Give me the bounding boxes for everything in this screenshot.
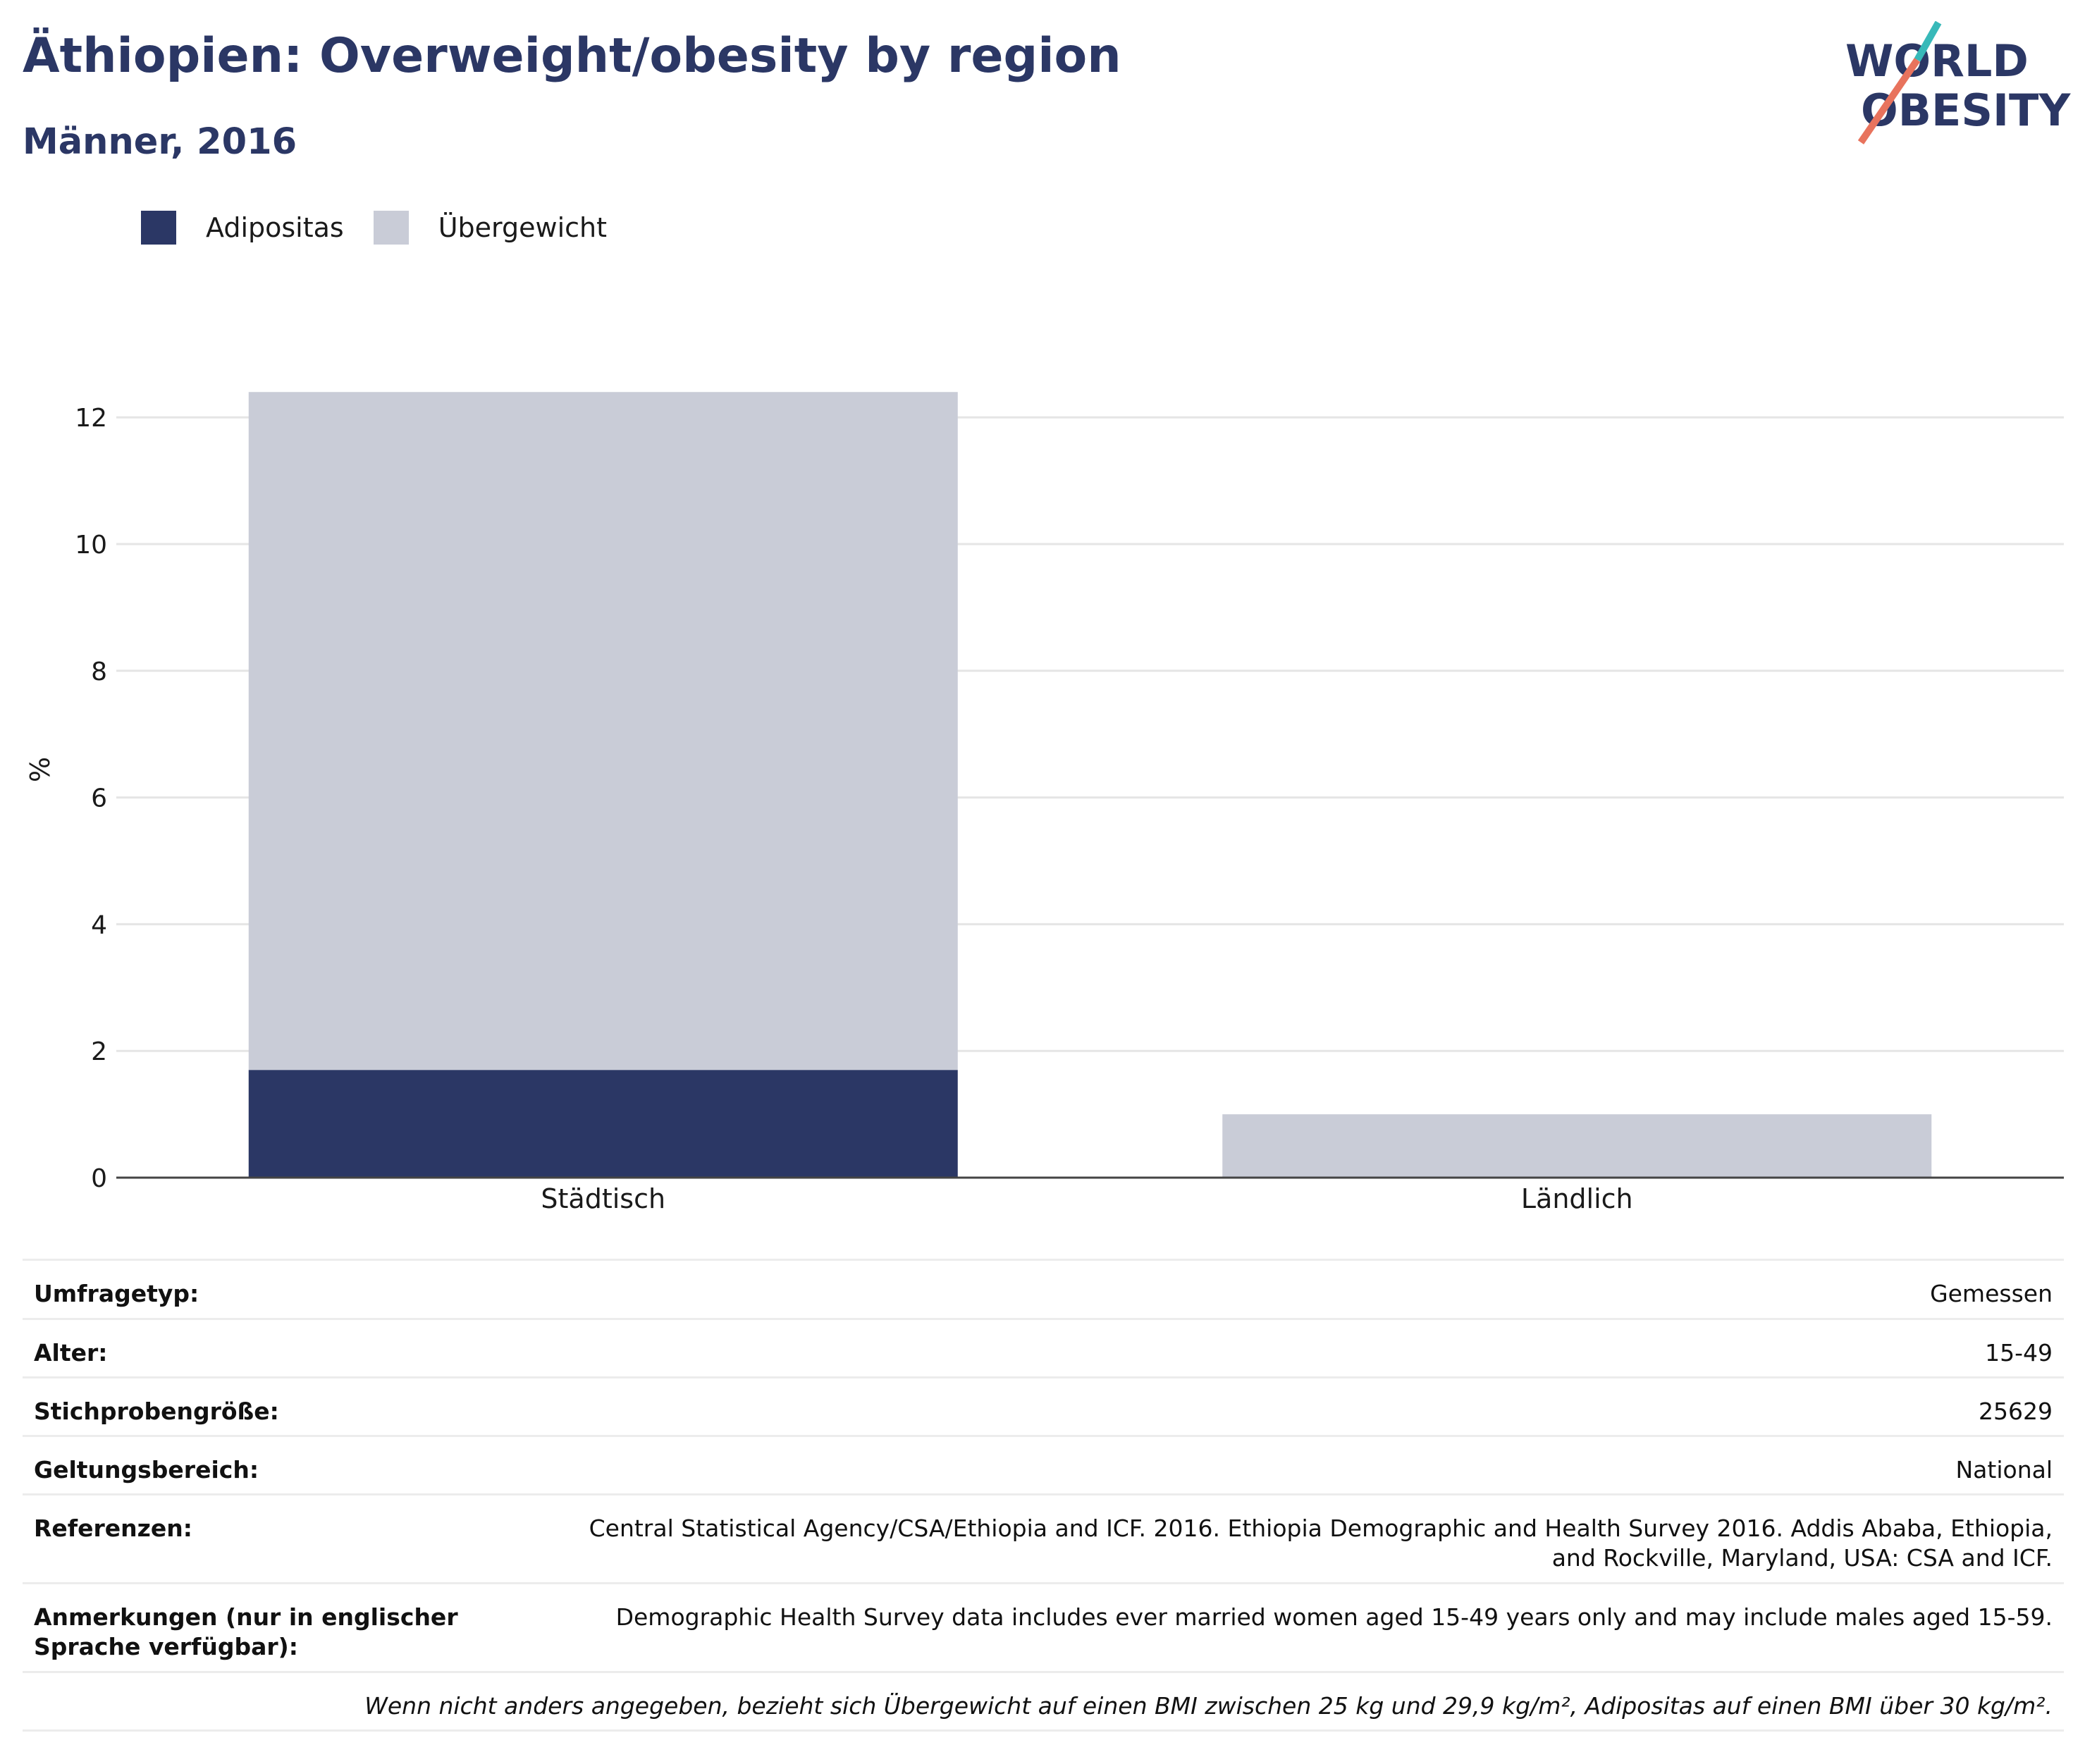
bar-chart: 0 2 4 6 8 10 12 % Städtisch Ländlich <box>25 392 2064 1214</box>
y-tick-label: 2 <box>91 1037 107 1066</box>
info-row-footnote: Wenn nicht anders angegeben, bezieht sic… <box>23 1673 2064 1732</box>
logo-slash-top <box>1914 21 1942 62</box>
info-row-references: Referenzen: Central Statistical Agency/C… <box>23 1495 2064 1584</box>
info-value: Demographic Health Survey data includes … <box>615 1603 2053 1631</box>
legend-label-obesity: Adipositas <box>206 212 344 243</box>
legend-label-overweight: Übergewicht <box>438 212 607 243</box>
x-tick-label: Ländlich <box>1521 1183 1633 1214</box>
chart-title: Äthiopien: Overweight/obesity by region <box>23 28 1121 84</box>
info-row-notes: Anmerkungen (nur in englischer Sprache v… <box>23 1584 2064 1673</box>
info-table: Umfragetyp: Gemessen Alter: 15-49 Stichp… <box>23 1259 2064 1732</box>
info-label: Stichprobengröße: <box>34 1398 279 1425</box>
y-tick-label: 6 <box>91 784 107 813</box>
bar-overweight-1[interactable] <box>1222 1114 1932 1178</box>
legend-swatch-obesity <box>141 211 176 245</box>
y-tick-label: 4 <box>91 911 107 939</box>
chart-subtitle: Männer, 2016 <box>23 121 297 163</box>
info-value: Central Statistical Agency/CSA/Ethiopia … <box>589 1515 2053 1572</box>
bar-overweight-0[interactable] <box>248 392 958 1071</box>
world-obesity-logo: WORLD OBESITY <box>1845 21 2071 144</box>
info-row-scope: Geltungsbereich: National <box>23 1437 2064 1495</box>
info-value: Gemessen <box>1930 1280 2053 1307</box>
info-row-survey-type: Umfragetyp: Gemessen <box>23 1261 2064 1320</box>
info-label: Umfragetyp: <box>34 1280 199 1307</box>
info-row-age: Alter: 15-49 <box>23 1320 2064 1378</box>
y-axis-ticks: 0 2 4 6 8 10 12 <box>75 404 107 1193</box>
y-tick-label: 0 <box>91 1164 107 1193</box>
info-label: Geltungsbereich: <box>34 1456 259 1484</box>
info-label: Anmerkungen (nur in englischer Sprache v… <box>34 1603 458 1660</box>
logo-text-world: WORLD <box>1845 35 2029 87</box>
footnote-text: Wenn nicht anders angegeben, bezieht sic… <box>364 1692 2053 1720</box>
info-label: Alter: <box>34 1339 108 1367</box>
info-value: 25629 <box>1979 1398 2053 1425</box>
bars <box>248 392 1932 1178</box>
x-axis-ticks: Städtisch Ländlich <box>541 1183 1632 1214</box>
chart-legend: Adipositas Übergewicht <box>141 210 636 245</box>
legend-swatch-overweight <box>373 211 409 245</box>
x-tick-label: Städtisch <box>541 1183 665 1214</box>
y-tick-label: 10 <box>75 531 107 560</box>
info-value: 15-49 <box>1985 1339 2053 1367</box>
y-tick-label: 8 <box>91 658 107 686</box>
bar-obesity-0[interactable] <box>248 1070 958 1178</box>
legend-item-overweight[interactable]: Übergewicht <box>373 211 607 245</box>
logo-slash-bottom <box>1857 58 1921 144</box>
y-tick-label: 12 <box>75 404 107 433</box>
info-value: National <box>1955 1456 2053 1484</box>
info-row-sample-size: Stichprobengröße: 25629 <box>23 1378 2064 1437</box>
legend-item-obesity[interactable]: Adipositas <box>141 211 344 245</box>
y-axis-label: % <box>25 757 56 782</box>
info-label: Referenzen: <box>34 1515 192 1542</box>
